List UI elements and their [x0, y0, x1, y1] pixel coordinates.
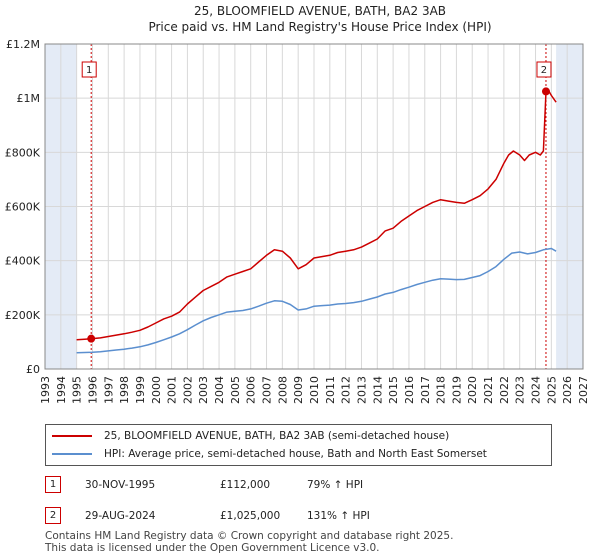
footer-line-1: Contains HM Land Registry data © Crown c… [45, 530, 454, 542]
x-tick-label: 2023 [514, 376, 527, 404]
legend-hpi-label: HPI: Average price, semi-detached house,… [104, 448, 487, 460]
x-tick-label: 2026 [561, 376, 574, 404]
x-tick-label: 2003 [197, 376, 210, 404]
sale-marker-badge [81, 61, 97, 78]
legend-price-swatch [52, 435, 92, 437]
legend-price-label: 25, BLOOMFIELD AVENUE, BATH, BA2 3AB (se… [104, 430, 450, 442]
sale-marker-label: 1 [86, 65, 92, 76]
x-tick-label: 2010 [308, 376, 321, 404]
transaction-hpi-change: 79% ↑ HPI [307, 479, 364, 491]
x-tick-label: 2005 [229, 376, 242, 404]
x-tick-label: 2011 [324, 376, 337, 404]
y-tick-label: £800K [5, 146, 41, 159]
x-tick-label: 1995 [71, 376, 84, 404]
x-tick-label: 1997 [102, 376, 115, 404]
x-tick-label: 2012 [340, 376, 353, 404]
transaction-badge: 1 [45, 476, 61, 493]
x-tick-label: 2016 [403, 376, 416, 404]
transaction-badge: 2 [45, 507, 61, 524]
x-tick-label: 2020 [466, 376, 479, 404]
footer-notice: Contains HM Land Registry data © Crown c… [45, 530, 453, 554]
x-tick-label: 2002 [181, 376, 194, 404]
y-tick-label: £1.2M [6, 38, 40, 51]
hpi-line [76, 247, 557, 354]
y-tick-label: £600K [5, 201, 41, 214]
transaction-price: £112,000 [220, 479, 271, 491]
x-tick-label: 2009 [292, 376, 305, 404]
y-tick-label: £0 [26, 363, 40, 376]
plot-frame [44, 43, 584, 370]
x-tick-label: 1994 [55, 376, 68, 404]
price-chart: 25, BLOOMFIELD AVENUE, BATH, BA2 3AB Pri… [5, 4, 590, 404]
sale-point [541, 87, 550, 96]
sale-marker-badge [536, 61, 552, 78]
x-tick-label: 1999 [134, 376, 147, 404]
x-tick-label: 2015 [387, 376, 400, 404]
legend-item-hpi: HPI: Average price, semi-detached house,… [52, 446, 487, 462]
x-tick-label: 1993 [39, 376, 52, 404]
x-tick-label: 2013 [355, 376, 368, 404]
transaction-date: 30-NOV-1995 [85, 479, 156, 491]
x-tick-label: 2008 [276, 376, 289, 404]
x-tick-label: 2001 [166, 376, 179, 404]
legend-item-price: 25, BLOOMFIELD AVENUE, BATH, BA2 3AB (se… [52, 428, 449, 444]
y-tick-label: £200K [5, 309, 41, 322]
x-tick-label: 2027 [577, 376, 590, 404]
price-paid-line [76, 89, 557, 341]
x-tick-label: 2006 [245, 376, 258, 404]
chart-subtitle: Price paid vs. HM Land Registry's House … [148, 20, 491, 34]
x-tick-label: 2014 [371, 376, 384, 404]
chart-legend: 25, BLOOMFIELD AVENUE, BATH, BA2 3AB (se… [45, 424, 552, 466]
legend-hpi-swatch [52, 453, 92, 455]
x-tick-label: 2004 [213, 376, 226, 404]
x-tick-label: 1998 [118, 376, 131, 404]
chart-title: 25, BLOOMFIELD AVENUE, BATH, BA2 3AB [194, 4, 446, 18]
x-tick-label: 1996 [86, 376, 99, 404]
x-tick-label: 2017 [419, 376, 432, 404]
x-tick-label: 2022 [498, 376, 511, 404]
x-tick-label: 2000 [150, 376, 163, 404]
transaction-price: £1,025,000 [220, 510, 281, 522]
x-tick-label: 2024 [530, 376, 543, 404]
sale-marker-label: 2 [541, 65, 547, 76]
footer-line-2: This data is licensed under the Open Gov… [45, 542, 380, 554]
sale-point [87, 334, 96, 343]
transaction-hpi-change: 131% ↑ HPI [307, 510, 370, 522]
x-tick-label: 2018 [435, 376, 448, 404]
x-tick-label: 2019 [450, 376, 463, 404]
transaction-date: 29-AUG-2024 [85, 510, 156, 522]
x-tick-label: 2025 [545, 376, 558, 404]
x-tick-label: 2007 [261, 376, 274, 404]
x-tick-label: 2021 [482, 376, 495, 404]
y-tick-label: £1M [17, 92, 41, 105]
y-tick-label: £400K [5, 255, 41, 268]
